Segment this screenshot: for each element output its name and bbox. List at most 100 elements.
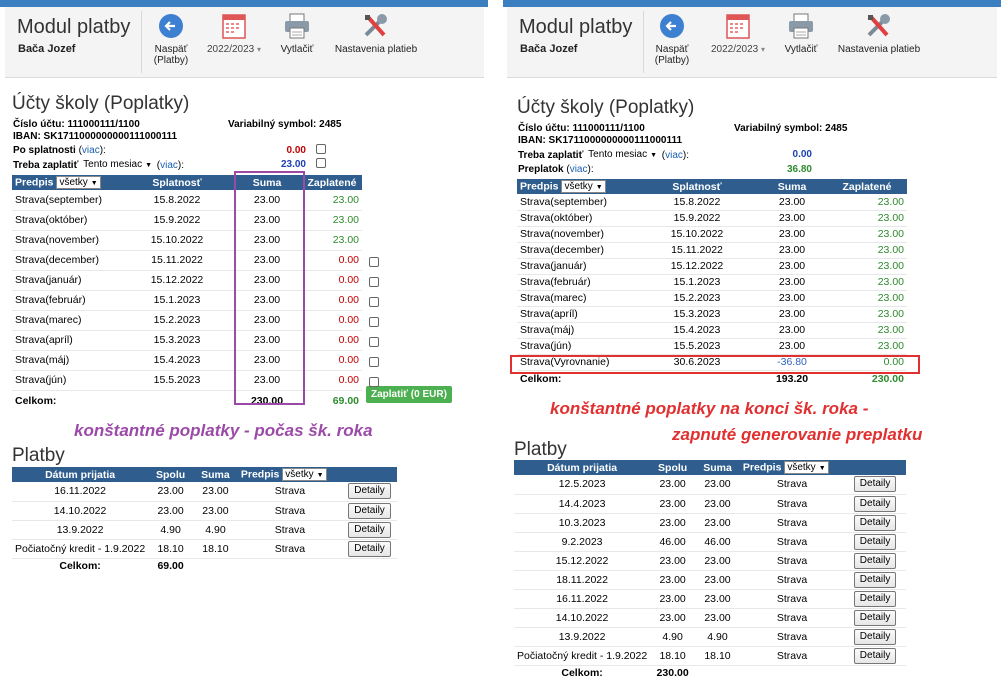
details-button[interactable]: Detaily (853, 495, 897, 512)
to-pay-select[interactable]: Tento mesiac ▼ (81, 159, 155, 172)
to-pay-more-link[interactable]: viac (665, 150, 683, 162)
back-arrow-icon (159, 14, 183, 38)
fee-select-checkbox[interactable] (369, 257, 379, 267)
fee-due-date: 15.4.2023 (637, 322, 757, 339)
fee-amount: 23.00 (232, 350, 302, 371)
payment-settings-button[interactable]: Nastavenia platieb (832, 13, 926, 55)
payment-predpis: Strava (739, 627, 845, 647)
details-button[interactable]: Detaily (853, 552, 897, 569)
overdue-checkbox[interactable] (316, 144, 326, 154)
predpis-filter-select[interactable]: všetky ▼ (561, 180, 606, 193)
fee-row: Strava(október) 15.9.2022 23.00 23.00 (517, 210, 907, 227)
details-button[interactable]: Detaily (853, 647, 897, 664)
payments-table: Dátum prijatia Spolu Suma Predpis všetky… (514, 460, 906, 681)
fee-amount: 23.00 (232, 190, 302, 211)
module-header: Modul platby Bača Jozef Naspäť (Platby) … (5, 7, 484, 78)
printer-icon (789, 13, 813, 39)
fee-due-date: 15.2.2023 (637, 290, 757, 307)
detail-cell: Detaily (844, 589, 906, 609)
payment-total: 4.90 (148, 520, 194, 540)
print-label: Vytlačiť (784, 44, 818, 55)
payments-filter-select[interactable]: všetky ▼ (784, 461, 829, 474)
fee-select-checkbox[interactable] (369, 297, 379, 307)
fee-select-checkbox[interactable] (369, 317, 379, 327)
payments-filter-select[interactable]: všetky ▼ (282, 468, 327, 481)
predpis-header: Predpis všetky ▼ (739, 460, 845, 475)
print-label: Vytlačiť (280, 44, 314, 55)
detail-cell: Detaily (844, 646, 906, 666)
overpay-more-link[interactable]: viac (569, 164, 588, 175)
to-pay-more-link[interactable]: viac (160, 160, 178, 172)
fee-select-checkbox[interactable] (369, 357, 379, 367)
details-button[interactable]: Detaily (853, 533, 897, 550)
payment-row: 15.12.2022 23.00 23.00 Strava Detaily (514, 551, 906, 571)
payment-predpis: Strava (739, 608, 845, 628)
payment-predpis: Strava (739, 513, 845, 533)
fee-amount: 23.00 (757, 322, 827, 339)
fee-row: Strava(február) 15.1.2023 23.00 23.00 (517, 274, 907, 291)
payment-settings-button[interactable]: Nastavenia platieb (329, 13, 423, 55)
details-button[interactable]: Detaily (853, 628, 897, 645)
account-iban: IBAN: SK1711000000000111000111 (13, 131, 178, 142)
overdue-more-link[interactable]: viac (81, 145, 100, 156)
details-button[interactable]: Detaily (853, 514, 897, 531)
fee-paid: 23.00 (827, 242, 907, 259)
back-button[interactable]: Naspäť (Platby) (650, 13, 694, 66)
payment-row: 13.9.2022 4.90 4.90 Strava Detaily (514, 627, 906, 647)
fee-amount: 23.00 (232, 330, 302, 351)
details-button[interactable]: Detaily (348, 540, 391, 557)
details-button[interactable]: Detaily (348, 483, 391, 500)
chevron-down-icon: ▼ (90, 180, 98, 187)
chevron-down-icon: ▾ (257, 45, 262, 54)
details-button[interactable]: Detaily (853, 571, 897, 588)
print-button[interactable]: Vytlačiť (779, 13, 823, 55)
settings-label: Nastavenia platieb (837, 44, 921, 55)
pay-button[interactable]: Zaplatiť (0 EUR) (366, 386, 452, 403)
fee-name: Strava(január) (517, 258, 637, 275)
fee-row: Strava(apríl) 15.3.2023 23.00 0.00 (12, 330, 362, 351)
fee-due-date: 15.10.2022 (637, 226, 757, 243)
details-button[interactable]: Detaily (348, 502, 391, 519)
calendar-icon (222, 14, 246, 39)
suma-header: Suma (193, 467, 238, 482)
details-button[interactable]: Detaily (853, 476, 897, 493)
to-pay-select[interactable]: Tento mesiac ▼ (586, 149, 660, 162)
fees-header-row: Predpis všetky ▼ Splatnosť Suma Zaplatené (517, 179, 907, 194)
chevron-down-icon: ▼ (145, 162, 153, 169)
print-button[interactable]: Vytlačiť (275, 13, 319, 55)
spacer (740, 665, 844, 681)
details-button[interactable]: Detaily (853, 590, 897, 607)
payment-predpis: Strava (237, 501, 343, 521)
top-bar (503, 0, 1001, 7)
total-label: Celkom: (15, 395, 57, 408)
fee-paid: 0.00 (827, 354, 907, 371)
payment-predpis: Strava (739, 532, 845, 552)
fee-select-checkbox[interactable] (369, 337, 379, 347)
payment-total: 23.00 (650, 551, 696, 571)
detail-cell: Detaily (844, 475, 906, 495)
fees-total-row: Celkom: 230.00 69.00 (12, 390, 362, 412)
fee-paid: 23.00 (827, 194, 907, 211)
predpis-filter-select[interactable]: všetky ▼ (56, 176, 101, 189)
fee-name: Strava(január) (12, 270, 122, 291)
printer-icon (285, 13, 309, 39)
payment-predpis: Strava (739, 570, 845, 590)
detail-cell: Detaily (342, 539, 397, 559)
year-selector[interactable]: 2022/2023 ▾ (703, 13, 773, 55)
fee-amount: 23.00 (757, 290, 827, 307)
detail-cell: Detaily (342, 482, 397, 502)
fee-select-checkbox[interactable] (369, 377, 379, 387)
payment-row: 14.10.2022 23.00 23.00 Strava Detaily (12, 501, 397, 521)
variable-symbol: Variabilný symbol: 2485 (228, 119, 342, 130)
to-pay-checkbox[interactable] (316, 158, 326, 168)
spacer (238, 558, 342, 574)
back-button[interactable]: Naspäť (Platby) (149, 13, 193, 66)
details-button[interactable]: Detaily (853, 609, 897, 626)
details-button[interactable]: Detaily (348, 521, 391, 538)
year-selector[interactable]: 2022/2023 ▾ (199, 13, 269, 55)
suma-header: Suma (757, 179, 827, 194)
fee-select-checkbox[interactable] (369, 277, 379, 287)
date-header: Dátum prijatia (12, 467, 149, 482)
payment-date: Počiatočný kredit - 1.9.2022 (12, 539, 149, 559)
total-label: Celkom: (59, 560, 101, 573)
